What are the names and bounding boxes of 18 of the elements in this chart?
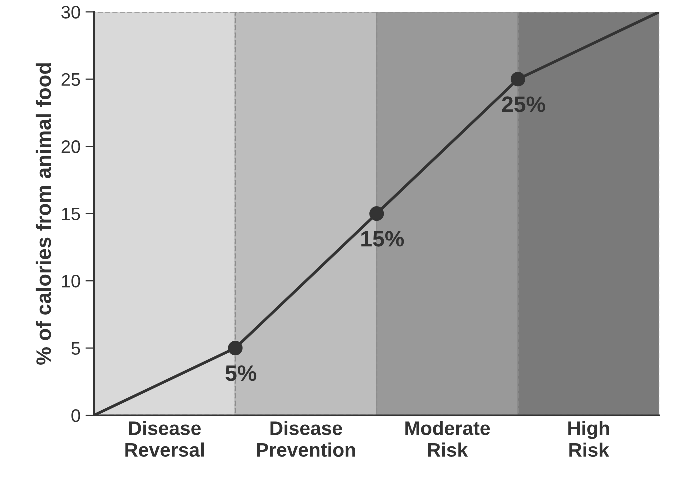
y-tick-label: 0 bbox=[72, 409, 80, 422]
data-label: 25% bbox=[502, 96, 546, 112]
point bbox=[370, 206, 384, 222]
y-tick-label: 20 bbox=[62, 140, 80, 154]
data-label: 15% bbox=[362, 231, 404, 247]
data-label: 5% bbox=[226, 366, 257, 382]
y-tick-label: 25 bbox=[62, 73, 80, 86]
point bbox=[510, 72, 526, 87]
point bbox=[228, 341, 243, 356]
x-tick-label: Disease Reversal bbox=[126, 421, 204, 458]
x-tick-label: High Risk bbox=[568, 421, 610, 458]
y-tick-label: 30 bbox=[62, 6, 80, 19]
x-tick-label: Moderate Risk bbox=[406, 421, 490, 458]
y-tick-label: 5 bbox=[72, 342, 80, 356]
x-tick-label: Disease Prevention bbox=[257, 421, 356, 458]
y-tick-label: 15 bbox=[62, 208, 80, 221]
y-axis-title: % of calories from animal food bbox=[36, 64, 52, 365]
y-tick-label: 10 bbox=[62, 275, 80, 288]
